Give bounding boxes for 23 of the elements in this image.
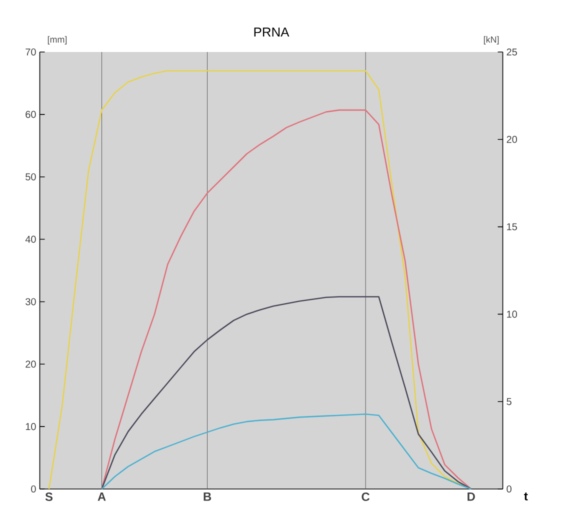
y2-tick-label: 25	[506, 48, 517, 56]
y-tick-label: 0	[31, 485, 36, 493]
y-tick-label: 20	[26, 360, 36, 368]
x-tick-label: C	[362, 492, 370, 501]
y2-tick-label: 15	[507, 223, 517, 230]
y-tick-label: 70	[26, 48, 36, 56]
y2-tick-label: 10	[507, 310, 517, 318]
x-axis-title: t	[524, 492, 528, 500]
x-tick-label: A	[98, 492, 106, 501]
y-tick-label: 10	[26, 423, 36, 430]
y2-tick-label: 5	[506, 398, 512, 406]
x-tick-label: D	[468, 492, 475, 501]
y-axis-title: [mm]	[48, 36, 67, 44]
y2-tick-label: 20	[506, 136, 517, 143]
y-tick-label: 40	[25, 236, 36, 243]
y-tick-label: 50	[26, 173, 36, 180]
y-tick-label: 60	[26, 110, 36, 118]
y2-tick-label: 0	[506, 485, 512, 493]
y-tick-label: 30	[26, 298, 36, 306]
x-tick-label: B	[204, 492, 212, 501]
chart-title: PRNA	[254, 28, 290, 37]
x-tick-label: S	[45, 492, 53, 501]
y2-axis-title: [kN]	[484, 36, 499, 44]
